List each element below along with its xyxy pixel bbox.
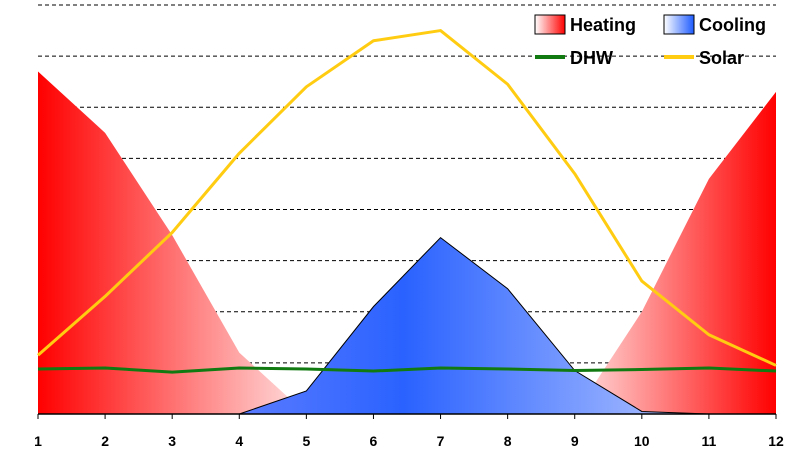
x-tick-label: 12 xyxy=(768,433,784,449)
x-tick-label: 3 xyxy=(168,433,176,449)
line-series xyxy=(37,29,777,374)
solar-line xyxy=(37,29,777,367)
x-tick-label: 2 xyxy=(101,433,109,449)
x-tick-labels: 1 2 3 4 5 6 7 8 9 10 11 12 xyxy=(34,433,784,449)
x-axis xyxy=(37,413,777,419)
x-tick-label: 7 xyxy=(437,433,445,449)
x-tick-label: 5 xyxy=(302,433,310,449)
heating-area xyxy=(38,71,307,415)
x-tick-label: 1 xyxy=(34,433,42,449)
x-tick-label: 10 xyxy=(634,433,650,449)
legend-label-dhw: DHW xyxy=(570,48,613,68)
legend-label-solar: Solar xyxy=(699,48,744,68)
heating-area xyxy=(574,91,776,414)
legend-swatch-cooling xyxy=(663,14,695,35)
x-tick-label: 6 xyxy=(370,433,378,449)
x-tick-label: 9 xyxy=(571,433,579,449)
x-tick-label: 4 xyxy=(235,433,243,449)
legend: Heating Cooling DHW Solar xyxy=(534,14,766,68)
legend-label-cooling: Cooling xyxy=(699,15,766,35)
area-series xyxy=(38,71,776,415)
legend-swatch-heating xyxy=(534,14,566,35)
x-tick-label: 8 xyxy=(504,433,512,449)
dhw-line xyxy=(37,366,777,374)
x-tick-label: 11 xyxy=(702,433,717,449)
legend-label-heating: Heating xyxy=(570,15,636,35)
